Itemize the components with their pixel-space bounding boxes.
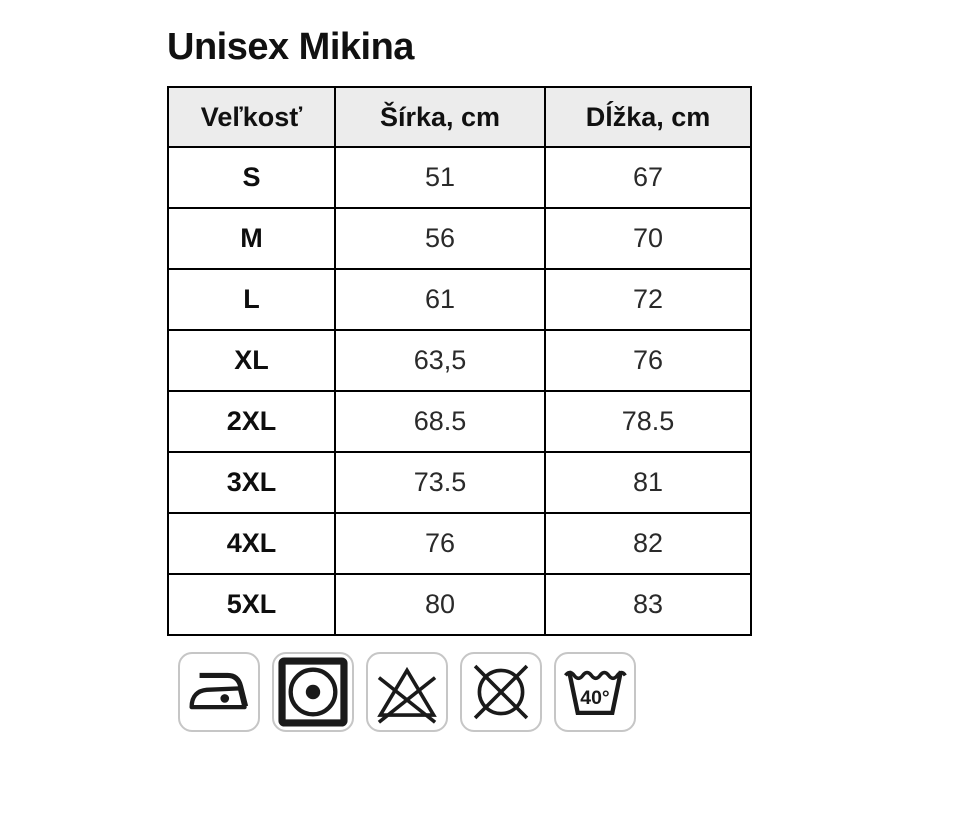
care-icons-row: 40° [178, 652, 960, 732]
size-cell: 5XL [167, 573, 336, 636]
width-cell: 73.5 [334, 451, 546, 514]
care-box-tumble-dry [272, 652, 354, 732]
iron-low-temperature-icon [189, 672, 249, 710]
size-cell: XL [167, 329, 336, 392]
width-cell: 61 [334, 268, 546, 331]
size-cell: L [167, 268, 336, 331]
size-chart-page: Unisex Mikina Veľkosť Šírka, cm Dĺžka, c… [167, 26, 960, 732]
length-cell: 83 [544, 573, 752, 636]
care-box-do-not-bleach [366, 652, 448, 732]
wash-40-degrees-icon: 40° [564, 670, 627, 716]
table-row: 4XL 76 82 [167, 512, 752, 575]
do-not-bleach-icon [377, 666, 437, 724]
width-cell: 51 [334, 146, 546, 209]
do-not-dry-clean-icon [473, 664, 529, 720]
care-box-wash-40: 40° [554, 652, 636, 732]
width-cell: 56 [334, 207, 546, 270]
column-header-size: Veľkosť [167, 86, 336, 148]
length-cell: 81 [544, 451, 752, 514]
length-cell: 67 [544, 146, 752, 209]
page-title: Unisex Mikina [167, 26, 414, 68]
table-row: 2XL 68.5 78.5 [167, 390, 752, 453]
wash-temperature-label: 40° [580, 687, 609, 709]
width-cell: 63,5 [334, 329, 546, 392]
length-cell: 76 [544, 329, 752, 392]
width-cell: 80 [334, 573, 546, 636]
size-table: Veľkosť Šírka, cm Dĺžka, cm S 51 67 M 56… [167, 86, 752, 636]
length-cell: 72 [544, 268, 752, 331]
length-cell: 70 [544, 207, 752, 270]
table-row: 3XL 73.5 81 [167, 451, 752, 514]
care-box-do-not-dry-clean [460, 652, 542, 732]
size-cell: S [167, 146, 336, 209]
size-cell: 4XL [167, 512, 336, 575]
table-row: M 56 70 [167, 207, 752, 270]
column-header-length: Dĺžka, cm [544, 86, 752, 148]
length-cell: 82 [544, 512, 752, 575]
table-row: XL 63,5 76 [167, 329, 752, 392]
table-header-row: Veľkosť Šírka, cm Dĺžka, cm [167, 86, 752, 148]
table-row: L 61 72 [167, 268, 752, 331]
width-cell: 76 [334, 512, 546, 575]
care-box-iron [178, 652, 260, 732]
size-cell: 2XL [167, 390, 336, 453]
size-cell: 3XL [167, 451, 336, 514]
size-cell: M [167, 207, 336, 270]
table-row: 5XL 80 83 [167, 573, 752, 636]
tumble-dry-icon [278, 657, 348, 727]
width-cell: 68.5 [334, 390, 546, 453]
column-header-width: Šírka, cm [334, 86, 546, 148]
table-row: S 51 67 [167, 146, 752, 209]
length-cell: 78.5 [544, 390, 752, 453]
